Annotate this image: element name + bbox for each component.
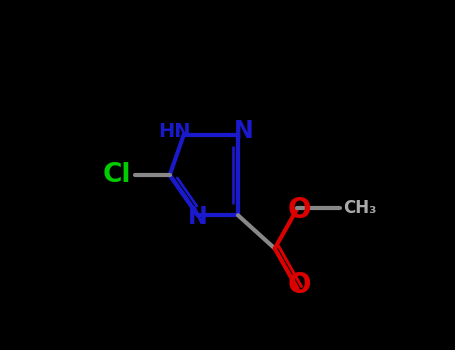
Text: N: N (188, 205, 207, 229)
Text: N: N (233, 119, 253, 143)
Text: CH₃: CH₃ (343, 199, 376, 217)
Text: HN: HN (159, 122, 191, 141)
Text: O: O (288, 196, 311, 224)
Text: O: O (288, 271, 311, 299)
Text: Cl: Cl (103, 162, 131, 188)
